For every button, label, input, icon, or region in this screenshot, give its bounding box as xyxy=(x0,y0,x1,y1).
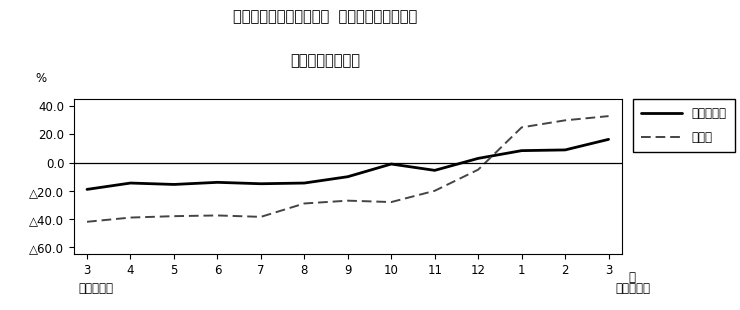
調査産業計 xyxy=(517,149,526,153)
Text: %: % xyxy=(35,72,46,85)
調査産業計 xyxy=(387,162,396,166)
製造業 xyxy=(300,202,309,205)
Text: 平成２２年: 平成２２年 xyxy=(615,281,650,294)
調査産業計 xyxy=(430,169,439,172)
Line: 調査産業計: 調査産業計 xyxy=(87,140,608,189)
製造業 xyxy=(213,214,222,217)
Text: 月: 月 xyxy=(628,271,636,284)
調査産業計 xyxy=(300,181,309,185)
調査産業計 xyxy=(83,188,92,191)
製造業 xyxy=(83,220,92,224)
製造業 xyxy=(343,199,352,202)
製造業 xyxy=(430,189,439,193)
製造業 xyxy=(604,114,613,118)
製造業 xyxy=(169,214,178,218)
調査産業計 xyxy=(126,181,135,185)
Legend: 調査産業計, 製造業: 調査産業計, 製造業 xyxy=(633,99,735,152)
調査産業計 xyxy=(561,148,570,152)
調査産業計 xyxy=(343,175,352,179)
製造業 xyxy=(474,168,482,171)
製造業 xyxy=(517,126,526,129)
Text: （規模５人以上）: （規模５人以上） xyxy=(291,53,360,68)
調査産業計 xyxy=(169,183,178,186)
調査産業計 xyxy=(604,138,613,141)
調査産業計 xyxy=(257,182,266,186)
製造業 xyxy=(561,118,570,122)
Text: 第２図　所定外労働時間  対前年同月比の推移: 第２図 所定外労働時間 対前年同月比の推移 xyxy=(234,9,417,24)
製造業 xyxy=(126,216,135,219)
Line: 製造業: 製造業 xyxy=(87,116,608,222)
Text: 平成２１年: 平成２１年 xyxy=(78,281,114,294)
調査産業計 xyxy=(474,157,482,160)
製造業 xyxy=(257,215,266,219)
製造業 xyxy=(387,200,396,204)
調査産業計 xyxy=(213,180,222,184)
